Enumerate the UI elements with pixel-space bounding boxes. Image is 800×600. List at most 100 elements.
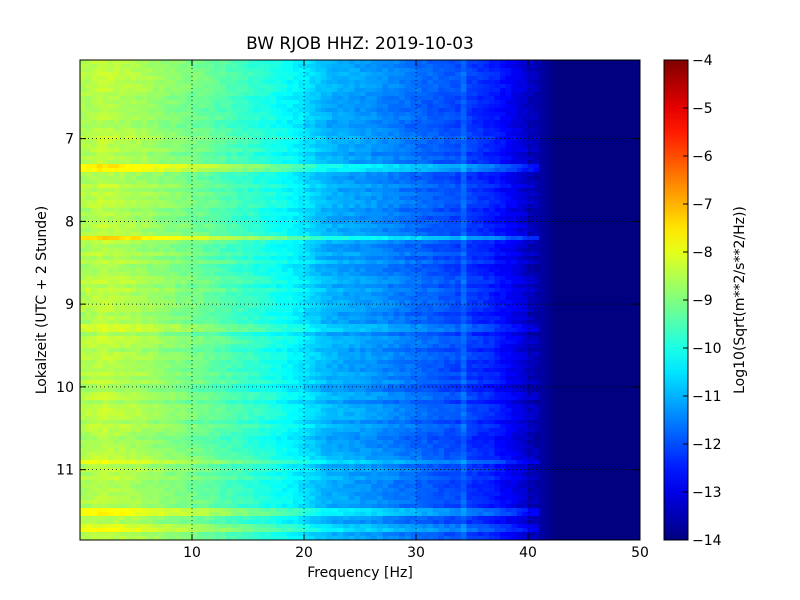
- heatmap-cell: [281, 144, 288, 149]
- heatmap-cell: [628, 148, 635, 153]
- heatmap-cell: [236, 212, 243, 217]
- heatmap-cell: [388, 196, 395, 201]
- heatmap-cell: [298, 180, 305, 185]
- heatmap-cell: [612, 96, 619, 101]
- heatmap-cell: [444, 68, 451, 73]
- heatmap-cell: [141, 160, 148, 165]
- heatmap-cell: [124, 160, 131, 165]
- heatmap-cell: [315, 164, 322, 169]
- heatmap-cell: [332, 220, 339, 225]
- heatmap-cell: [208, 136, 215, 141]
- heatmap-cell: [197, 128, 204, 133]
- heatmap-cell: [567, 212, 574, 217]
- heatmap-cell: [242, 116, 249, 121]
- heatmap-cell: [231, 244, 238, 249]
- heatmap-cell: [175, 252, 182, 257]
- heatmap-cell: [427, 92, 434, 97]
- heatmap-cell: [488, 204, 495, 209]
- heatmap-cell: [399, 144, 406, 149]
- heatmap-cell: [164, 60, 171, 65]
- heatmap-cell: [561, 108, 568, 113]
- heatmap-cell: [511, 224, 518, 229]
- heatmap-cell: [410, 188, 417, 193]
- heatmap-cell: [320, 164, 327, 169]
- heatmap-cell: [466, 116, 473, 121]
- heatmap-cell: [231, 148, 238, 153]
- heatmap-cell: [516, 216, 523, 221]
- heatmap-cell: [175, 60, 182, 65]
- heatmap-cell: [102, 108, 109, 113]
- heatmap-cell: [578, 100, 585, 105]
- heatmap-cell: [348, 240, 355, 245]
- heatmap-cell: [612, 148, 619, 153]
- heatmap-cell: [382, 68, 389, 73]
- heatmap-cell: [516, 248, 523, 253]
- heatmap-cell: [533, 144, 540, 149]
- heatmap-cell: [371, 224, 378, 229]
- heatmap-cell: [309, 232, 316, 237]
- heatmap-cell: [388, 244, 395, 249]
- heatmap-cell: [264, 224, 271, 229]
- heatmap-cell: [455, 76, 462, 81]
- heatmap-cell: [175, 216, 182, 221]
- heatmap-cell: [169, 100, 176, 105]
- heatmap-cell: [511, 172, 518, 177]
- heatmap-cell: [628, 124, 635, 129]
- heatmap-cell: [158, 104, 165, 109]
- heatmap-cell: [494, 84, 501, 89]
- heatmap-cell: [444, 152, 451, 157]
- heatmap-cell: [141, 60, 148, 65]
- heatmap-cell: [236, 224, 243, 229]
- heatmap-cell: [472, 140, 479, 145]
- heatmap-cell: [253, 212, 260, 217]
- heatmap-cell: [511, 248, 518, 253]
- heatmap-cell: [388, 164, 395, 169]
- heatmap-cell: [365, 112, 372, 117]
- heatmap-cell: [623, 232, 630, 237]
- heatmap-cell: [180, 220, 187, 225]
- heatmap-cell: [528, 132, 535, 137]
- heatmap-cell: [220, 96, 227, 101]
- heatmap-cell: [248, 128, 255, 133]
- heatmap-cell: [634, 124, 640, 129]
- heatmap-cell: [388, 72, 395, 77]
- heatmap-cell: [175, 116, 182, 121]
- heatmap-cell: [432, 196, 439, 201]
- heatmap-cell: [147, 256, 154, 261]
- heatmap-cell: [488, 164, 495, 169]
- heatmap-cell: [164, 240, 171, 245]
- heatmap-cell: [483, 128, 490, 133]
- heatmap-cell: [80, 208, 87, 213]
- heatmap-cell: [130, 172, 137, 177]
- heatmap-cell: [85, 196, 92, 201]
- heatmap-cell: [494, 224, 501, 229]
- heatmap-cell: [264, 192, 271, 197]
- heatmap-cell: [136, 228, 143, 233]
- heatmap-cell: [175, 208, 182, 213]
- heatmap-cell: [376, 104, 383, 109]
- heatmap-cell: [365, 60, 372, 65]
- heatmap-cell: [444, 248, 451, 253]
- heatmap-cell: [169, 60, 176, 65]
- heatmap-cell: [572, 156, 579, 161]
- heatmap-cell: [466, 220, 473, 225]
- heatmap-cell: [528, 96, 535, 101]
- heatmap-cell: [236, 208, 243, 213]
- heatmap-cell: [427, 88, 434, 93]
- heatmap-cell: [528, 60, 535, 65]
- heatmap-cell: [578, 84, 585, 89]
- heatmap-cell: [180, 108, 187, 113]
- heatmap-cell: [472, 108, 479, 113]
- heatmap-cell: [544, 140, 551, 145]
- heatmap-cell: [119, 172, 126, 177]
- heatmap-cell: [225, 80, 232, 85]
- heatmap-cell: [595, 164, 602, 169]
- heatmap-cell: [96, 124, 103, 129]
- heatmap-cell: [225, 172, 232, 177]
- heatmap-cell: [119, 256, 126, 261]
- heatmap-cell: [231, 160, 238, 165]
- heatmap-cell: [393, 124, 400, 129]
- heatmap-cell: [197, 104, 204, 109]
- heatmap-cell: [505, 208, 512, 213]
- heatmap-cell: [432, 116, 439, 121]
